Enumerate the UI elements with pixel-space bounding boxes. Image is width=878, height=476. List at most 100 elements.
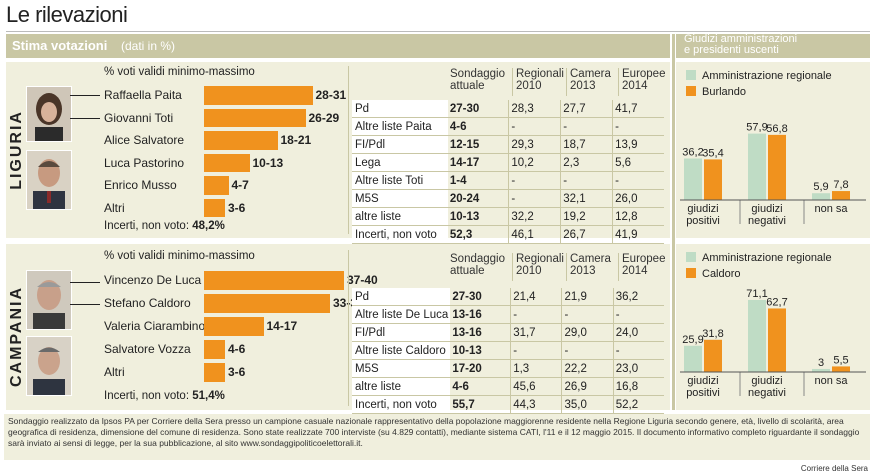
category-label: non sa [814, 203, 848, 215]
cell-value: - [561, 341, 614, 360]
cell-value: 13-16 [450, 305, 511, 324]
table-divider [348, 250, 349, 406]
candidate-name-raffaella-paita: Raffaella Paita [104, 88, 182, 102]
range-bar-raffaella-paita [204, 86, 313, 105]
cell-value: - [612, 341, 664, 360]
judgement-value: 25,9 [682, 334, 703, 346]
candidate-name-vincenzo-de-luca: Vincenzo De Luca [104, 273, 202, 287]
candidate-name-stefano-caldoro: Stefano Caldoro [104, 296, 191, 310]
judgement-value: 3 [818, 357, 824, 369]
cell-value: 26,9 [561, 377, 614, 396]
range-bar-altri [204, 363, 225, 382]
col-header-europee: Europee 2014 [622, 68, 666, 92]
cell-value: 32,1 [560, 189, 613, 208]
row-label: FI/Pdl [352, 323, 451, 342]
cell-value: - [508, 117, 561, 136]
candidate-name-valeria-ciarambino: Valeria Ciarambino [104, 319, 206, 333]
cell-value: 2,3 [560, 153, 613, 172]
category-label: negativi [748, 215, 786, 227]
table-divider [348, 66, 349, 234]
cell-value: 31,7 [510, 323, 562, 342]
portrait-vincenzo-de-luca [26, 270, 72, 330]
row-label: Pd [352, 288, 451, 306]
cell-value: 12-15 [447, 135, 509, 154]
row-label: Altre liste Caldoro [352, 341, 451, 360]
connector-line [70, 118, 100, 119]
judgement-bar [748, 299, 766, 372]
table-row: altre liste 10-13 32,2 19,2 12,8 [352, 207, 664, 226]
cell-value: 13,9 [612, 135, 664, 154]
liguria-incerti: Incerti, non voto: 48,2% [104, 220, 225, 232]
cell-value: 4-6 [447, 117, 509, 136]
judgement-value: 5,9 [813, 181, 828, 193]
campania-table: Pd 27-30 21,4 21,9 36,2 Altre liste De Luca 13… [352, 288, 664, 414]
header-right-bar: Giudizi amministrazioni e presidenti usc… [676, 33, 870, 58]
cell-value: 19,2 [560, 207, 613, 226]
legend-label: Amministrazione regionale [702, 252, 832, 264]
legend-label: Amministrazione regionale [702, 70, 832, 82]
page-title: Le rilevazioni [6, 2, 128, 27]
credit: Corriere della Sera [800, 464, 868, 473]
cell-value: 29,0 [561, 323, 614, 342]
row-label: Incerti, non voto [352, 225, 448, 244]
cell-value: 27-30 [447, 100, 509, 118]
candidate-name-altri: Altri [104, 365, 125, 379]
col-header-regionali: Regionali 2010 [516, 253, 564, 277]
cell-value: - [508, 171, 561, 190]
cell-value: 10,2 [508, 153, 561, 172]
portrait-raffaella-paita [26, 86, 72, 142]
range-label-altri: 3-6 [228, 200, 246, 215]
cell-value: - [612, 305, 664, 324]
judgement-value: 7,8 [833, 179, 848, 191]
cell-value: 10-13 [450, 341, 511, 360]
row-label: Incerti, non voto [352, 395, 451, 414]
judgement-bar [704, 159, 722, 200]
cell-value: - [510, 341, 562, 360]
legend-label: Caldoro [702, 268, 741, 280]
category-label: positivi [686, 215, 720, 227]
table-row: M5S 20-24-32,1 26,0 [352, 189, 664, 208]
cell-value: - [561, 305, 614, 324]
campania-incerti-value: 51,4% [192, 390, 225, 402]
col-header-divider [566, 253, 567, 281]
header-right-line1: Giudizi amministrazioni [684, 33, 798, 45]
range-label-luca-pastorino: 10-13 [252, 155, 284, 170]
cell-value: 23,0 [612, 359, 664, 378]
table-row: Pd 27-30 21,4 21,9 36,2 [352, 288, 664, 306]
liguria-region-label: LIGURIA [8, 110, 25, 190]
judgement-bar [812, 368, 830, 372]
legend-swatch [686, 70, 696, 80]
judgement-value: 62,7 [766, 296, 787, 308]
cell-value: 27,7 [560, 100, 613, 118]
row-label: Altre liste De Luca [352, 305, 451, 324]
row-label: altre liste [352, 207, 448, 226]
liguria-judgement-chart: Amministrazione regionale Burlando 36,235,… [680, 70, 866, 227]
cell-value: 46,1 [508, 225, 561, 244]
cell-value: 13-16 [450, 323, 511, 342]
header-left-main: Stima votazioni [12, 38, 108, 53]
footnote: Sondaggio realizzato da Ipsos PA per Cor… [4, 414, 870, 460]
cell-value: 36,2 [612, 288, 664, 306]
range-bar-alice-salvatore [204, 131, 278, 150]
cell-value: 26,0 [612, 189, 664, 208]
range-bar-salvatore-vozza [204, 340, 225, 359]
table-row: Incerti, non voto 52,3 46,1 26,7 41,9 [352, 225, 664, 244]
cell-value: 4-6 [450, 377, 511, 396]
judgement-value: 5,5 [833, 354, 848, 366]
legend-swatch [686, 252, 696, 262]
table-row: M5S 17-20 1,3 22,2 23,0 [352, 359, 664, 378]
judgement-bar [748, 133, 766, 200]
title-rule [6, 31, 870, 32]
col-header-europee: Europee 2014 [622, 253, 666, 277]
col-header-regionali: Regionali 2010 [516, 68, 564, 92]
cell-value: - [612, 117, 664, 136]
col-header-divider [618, 253, 619, 281]
cell-value: 44,3 [510, 395, 562, 414]
cell-value: 18,7 [560, 135, 613, 154]
judgement-value: 71,1 [746, 288, 767, 300]
range-label-raffaella-paita: 28-31 [315, 88, 347, 102]
row-label: Pd [352, 100, 448, 118]
category-label: positivi [686, 387, 720, 399]
range-bar-giovanni-toti [204, 108, 306, 127]
cell-value: 22,2 [561, 359, 614, 378]
